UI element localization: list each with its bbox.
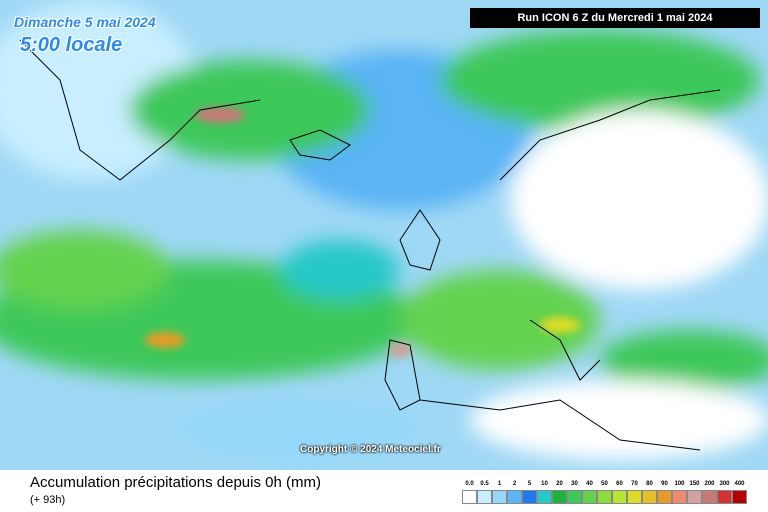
precip-map bbox=[0, 0, 768, 470]
legend-label: 20 bbox=[556, 481, 563, 487]
legend-item: 5 bbox=[522, 478, 537, 504]
legend-swatch bbox=[477, 490, 492, 504]
legend-label: 80 bbox=[646, 481, 653, 487]
legend-item: 10 bbox=[537, 478, 552, 504]
legend-label: 100 bbox=[674, 481, 685, 487]
legend-swatch bbox=[492, 490, 507, 504]
legend-label: 400 bbox=[734, 481, 745, 487]
legend-swatch bbox=[627, 490, 642, 504]
legend-item: 50 bbox=[597, 478, 612, 504]
legend-item: 100 bbox=[672, 478, 687, 504]
legend-item: 0.5 bbox=[477, 478, 492, 504]
legend-label: 1 bbox=[497, 481, 502, 487]
legend-item: 300 bbox=[717, 478, 732, 504]
legend-item: 80 bbox=[642, 478, 657, 504]
legend-swatch bbox=[702, 490, 717, 504]
legend-swatch bbox=[597, 490, 612, 504]
legend-label: 300 bbox=[719, 481, 730, 487]
legend-item: 40 bbox=[582, 478, 597, 504]
legend-item: 20 bbox=[552, 478, 567, 504]
legend-label: 150 bbox=[689, 481, 700, 487]
legend-item: 70 bbox=[627, 478, 642, 504]
legend-item: 2 bbox=[507, 478, 522, 504]
legend-label: 40 bbox=[586, 481, 593, 487]
legend-swatch bbox=[537, 490, 552, 504]
legend-label: 10 bbox=[541, 481, 548, 487]
legend-item: 400 bbox=[732, 478, 747, 504]
legend-label: 2 bbox=[512, 481, 517, 487]
legend-label: 0.0 bbox=[465, 481, 474, 487]
legend-label: 5 bbox=[527, 481, 532, 487]
footer-lead: (+ 93h) bbox=[30, 494, 66, 506]
legend-item: 30 bbox=[567, 478, 582, 504]
legend-label: 30 bbox=[571, 481, 578, 487]
legend-item: 150 bbox=[687, 478, 702, 504]
legend-swatch bbox=[687, 490, 702, 504]
legend-item: 200 bbox=[702, 478, 717, 504]
legend-swatch bbox=[642, 490, 657, 504]
legend-label: 0.5 bbox=[480, 481, 489, 487]
legend-swatch bbox=[567, 490, 582, 504]
legend-label: 200 bbox=[704, 481, 715, 487]
legend-swatch bbox=[552, 490, 567, 504]
legend-label: 70 bbox=[631, 481, 638, 487]
run-label: Run ICON 6 Z du Mercredi 1 mai 2024 bbox=[470, 8, 760, 28]
date-label: Dimanche 5 mai 2024 bbox=[14, 14, 156, 30]
footer-title: Accumulation précipitations depuis 0h (m… bbox=[30, 474, 321, 491]
legend-label: 50 bbox=[601, 481, 608, 487]
legend-swatch bbox=[717, 490, 732, 504]
time-label: 5:00 locale bbox=[20, 34, 123, 56]
legend-item: 0.0 bbox=[462, 478, 477, 504]
copyright: Copyright © 2024 Meteociel.fr bbox=[300, 444, 441, 455]
legend-label: 90 bbox=[661, 481, 668, 487]
legend-label: 60 bbox=[616, 481, 623, 487]
legend-swatch bbox=[582, 490, 597, 504]
legend-swatch bbox=[462, 490, 477, 504]
legend: 0.0 0.5 1 2 5 10 20 30 40 50 60 70 80 90 100 150 200 300 4… bbox=[462, 478, 747, 504]
legend-swatch bbox=[507, 490, 522, 504]
legend-swatch bbox=[732, 490, 747, 504]
legend-swatch bbox=[672, 490, 687, 504]
legend-item: 1 bbox=[492, 478, 507, 504]
legend-swatch bbox=[612, 490, 627, 504]
legend-item: 60 bbox=[612, 478, 627, 504]
legend-swatch bbox=[657, 490, 672, 504]
legend-swatch bbox=[522, 490, 537, 504]
legend-item: 90 bbox=[657, 478, 672, 504]
